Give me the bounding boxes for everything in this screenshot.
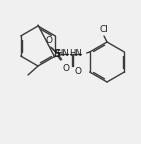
Text: HN: HN — [69, 50, 82, 58]
Text: HN: HN — [56, 50, 69, 58]
Text: O: O — [75, 67, 82, 76]
Text: S: S — [53, 49, 60, 59]
Text: O: O — [63, 64, 70, 73]
Text: O: O — [45, 36, 52, 45]
Text: Cl: Cl — [100, 25, 108, 34]
